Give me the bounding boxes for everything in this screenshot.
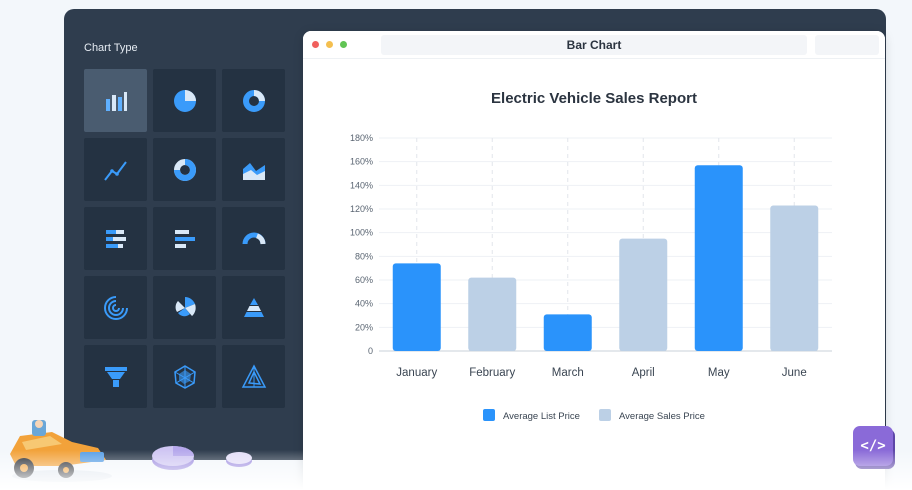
- x-tick-label: February: [469, 367, 515, 379]
- x-tick-label: April: [632, 367, 655, 379]
- chart-title: Electric Vehicle Sales Report: [491, 90, 697, 107]
- gauge-chart-icon: [242, 232, 265, 244]
- panel-title: Chart Type: [84, 42, 138, 54]
- legend-label-list-price: Average List Price: [503, 411, 580, 422]
- y-tick-label: 120%: [350, 204, 373, 214]
- chart-type-grid: [84, 69, 285, 408]
- tile-radial-bar[interactable]: [84, 276, 147, 339]
- y-tick-label: 60%: [355, 275, 373, 285]
- y-tick-label: 80%: [355, 251, 373, 261]
- funnel-chart-icon: [104, 366, 127, 387]
- y-tick-label: 20%: [355, 322, 373, 332]
- bar-march: [543, 314, 592, 351]
- bar-february: [468, 277, 517, 351]
- y-tick-label: 100%: [350, 228, 373, 238]
- area-chart-icon: [242, 162, 265, 180]
- minimize-window-button[interactable]: [326, 41, 333, 48]
- tile-pie-chart[interactable]: [153, 69, 216, 132]
- window-titlebar: Bar Chart: [303, 31, 885, 59]
- x-tick-label: June: [782, 367, 807, 379]
- y-tick-label: 180%: [350, 133, 373, 143]
- tile-pyramid-chart[interactable]: [222, 276, 285, 339]
- legend-label-sales-price: Average Sales Price: [619, 411, 705, 422]
- pyramid-chart-icon: [243, 297, 264, 317]
- y-tick-label: 0: [368, 346, 373, 356]
- tile-radar-chart[interactable]: [153, 345, 216, 408]
- window-title: Bar Chart: [381, 35, 807, 55]
- doughnut-segment-icon: [173, 158, 196, 181]
- tile-gauge-chart[interactable]: [222, 207, 285, 270]
- x-tick-label: January: [396, 367, 437, 379]
- tile-funnel-chart[interactable]: [84, 345, 147, 408]
- horizontal-bar-icon: [174, 229, 195, 248]
- legend-swatch-sales-price: [599, 409, 611, 421]
- bar-april: [619, 238, 668, 351]
- x-tick-label: March: [552, 367, 584, 379]
- pie-chart-icon: [173, 89, 196, 112]
- tile-donut-chart[interactable]: [222, 69, 285, 132]
- y-tick-label: 140%: [350, 180, 373, 190]
- bar-chart-icon: [105, 91, 127, 111]
- bar-january: [392, 263, 441, 351]
- close-window-button[interactable]: [312, 41, 319, 48]
- tile-stacked-bar[interactable]: [84, 207, 147, 270]
- maximize-window-button[interactable]: [340, 41, 347, 48]
- tile-horizontal-bar[interactable]: [153, 207, 216, 270]
- donut-chart-icon: [242, 89, 265, 112]
- bar-june: [770, 205, 819, 351]
- tile-area-chart[interactable]: [222, 138, 285, 201]
- bottom-fade: [0, 450, 912, 490]
- stacked-bar-icon: [105, 229, 126, 248]
- window-title-extra: [815, 35, 879, 55]
- tile-bar-chart[interactable]: [84, 69, 147, 132]
- tile-triangle-radar[interactable]: [222, 345, 285, 408]
- y-tick-label: 40%: [355, 299, 373, 309]
- bar-may: [694, 165, 743, 351]
- line-chart-icon: [103, 160, 127, 181]
- tile-polar-chart[interactable]: [153, 276, 216, 339]
- bar-chart: Electric Vehicle Sales Report 0 20% 40% 60% 8…: [350, 90, 832, 422]
- radial-bar-icon: [103, 295, 128, 320]
- triangle-radar-icon: [241, 363, 266, 388]
- tile-line-chart[interactable]: [84, 138, 147, 201]
- polar-chart-icon: [175, 296, 196, 316]
- legend-swatch-list-price: [483, 409, 495, 421]
- x-tick-label: May: [708, 367, 730, 379]
- chart-window: Bar Chart Electric Vehicle Sales Report 0…: [303, 31, 885, 490]
- y-tick-label: 160%: [350, 157, 373, 167]
- radar-chart-icon: [173, 364, 196, 389]
- tile-doughnut-segment[interactable]: [153, 138, 216, 201]
